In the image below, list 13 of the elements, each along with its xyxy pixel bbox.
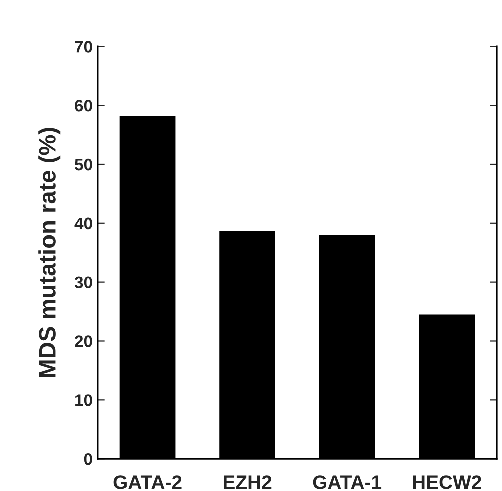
- y-tick-label: 70: [75, 41, 92, 53]
- y-tick-label: 10: [76, 394, 92, 406]
- y-tick-label: 40: [74, 218, 92, 230]
- y-tick-label: 30: [74, 276, 92, 289]
- y-axis-title: MDS mutation rate (%): [38, 128, 61, 378]
- x-tick-label: EZH2: [224, 476, 272, 490]
- y-tick-label: 60: [75, 100, 92, 112]
- y-tick-label: 20: [75, 336, 92, 348]
- x-tick-label: HECW2: [413, 476, 482, 490]
- x-tick-label: GATA-1: [313, 476, 382, 490]
- y-tick-label: 50: [75, 158, 92, 171]
- x-tick-label: GATA-2: [114, 476, 182, 490]
- y-tick-label: 0: [84, 453, 92, 466]
